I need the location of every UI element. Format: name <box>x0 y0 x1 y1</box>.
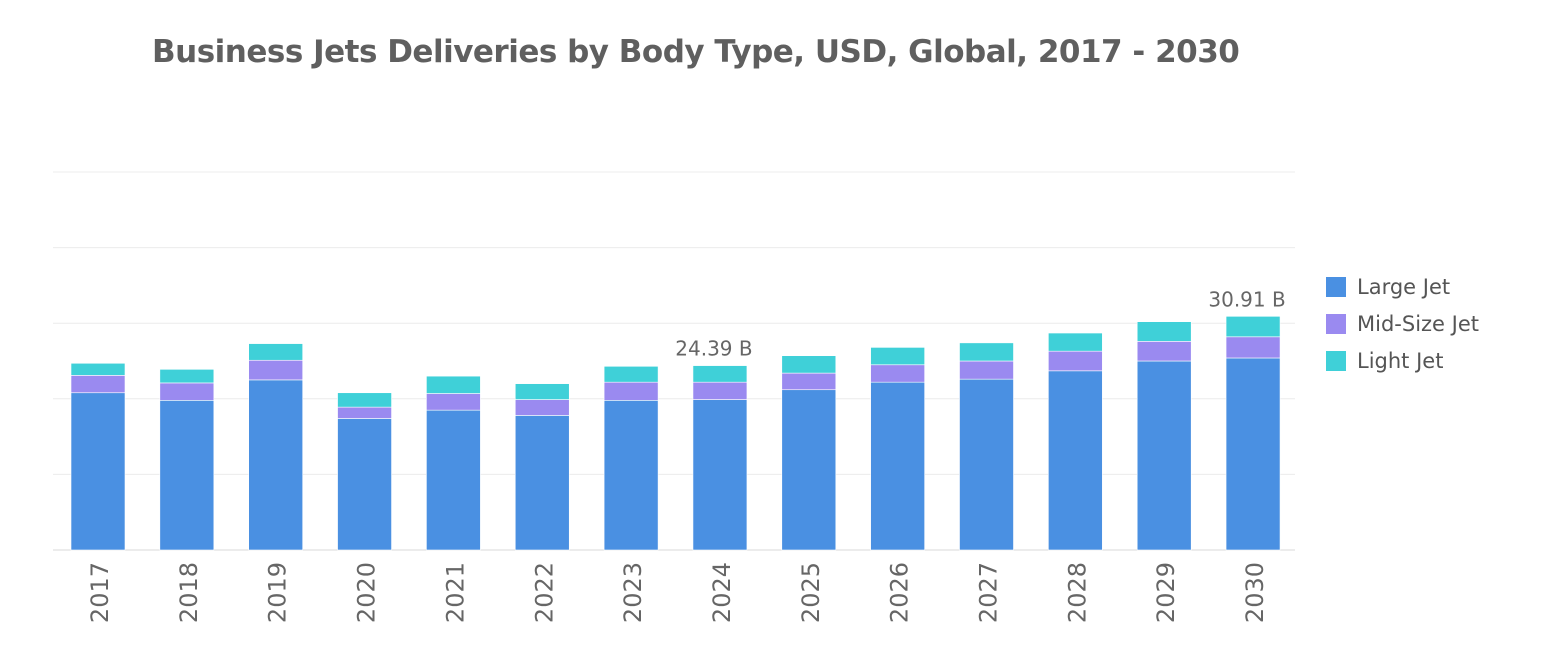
bar-light-jet-2017 <box>70 362 126 376</box>
bar-large-jet-2022 <box>514 415 570 551</box>
bar-light-jet-2023 <box>603 365 659 383</box>
x-tick-label: 2025 <box>797 562 825 623</box>
x-tick-label: 2023 <box>619 562 647 623</box>
bar-light-jet-2028 <box>1048 332 1103 352</box>
x-tick-label: 2026 <box>886 562 914 623</box>
bar-light-jet-2018 <box>159 369 215 384</box>
legend-label: Large Jet <box>1357 274 1451 299</box>
bar-large-jet-2026 <box>870 381 925 551</box>
bar-light-jet-2025 <box>781 355 837 374</box>
bar-mid-size-jet-2019 <box>248 359 303 381</box>
bar-light-jet-2024 <box>692 365 748 383</box>
legend-swatch <box>1326 350 1346 371</box>
bar-light-jet-2022 <box>514 383 570 400</box>
data-label: 30.91 B <box>1208 287 1285 311</box>
bar-mid-size-jet-2028 <box>1048 350 1103 372</box>
chart-title: Business Jets Deliveries by Body Type, U… <box>152 34 1240 70</box>
bar-light-jet-2027 <box>959 342 1014 362</box>
bars <box>70 316 1281 551</box>
bar-large-jet-2018 <box>159 400 215 551</box>
legend-label: Mid-Size Jet <box>1357 311 1479 336</box>
bar-mid-size-jet-2024 <box>692 381 748 400</box>
bar-light-jet-2026 <box>870 347 925 366</box>
x-tick-label: 2029 <box>1152 562 1180 623</box>
bar-large-jet-2017 <box>70 392 126 551</box>
bar-large-jet-2023 <box>603 400 659 551</box>
legend-item-light-jet[interactable]: Light Jet <box>1326 342 1479 379</box>
bar-large-jet-2024 <box>692 399 748 551</box>
x-tick-label: 2020 <box>353 562 381 623</box>
bar-mid-size-jet-2022 <box>514 399 570 416</box>
x-tick-label: 2019 <box>264 562 292 623</box>
legend-item-large-jet[interactable]: Large Jet <box>1326 268 1479 305</box>
legend: Large Jet Mid-Size Jet Light Jet <box>1326 268 1479 379</box>
bar-mid-size-jet-2023 <box>603 381 659 401</box>
bar-mid-size-jet-2017 <box>70 375 126 394</box>
bar-mid-size-jet-2027 <box>959 360 1014 380</box>
bar-large-jet-2029 <box>1136 360 1192 551</box>
data-labels: 24.39 B 30.91 B <box>675 287 1285 360</box>
x-tick-label: 2030 <box>1241 562 1269 623</box>
legend-swatch <box>1326 276 1346 297</box>
data-label: 24.39 B <box>675 337 752 361</box>
bar-light-jet-2019 <box>248 343 303 361</box>
bar-large-jet-2019 <box>248 379 303 551</box>
x-tick-label: 2027 <box>975 562 1003 623</box>
x-tick-label: 2022 <box>530 562 558 623</box>
bar-large-jet-2028 <box>1048 370 1103 551</box>
gridlines <box>53 171 1295 551</box>
bar-light-jet-2020 <box>337 392 392 408</box>
bar-large-jet-2021 <box>426 409 481 551</box>
legend-swatch <box>1326 313 1346 334</box>
legend-item-mid-size-jet[interactable]: Mid-Size Jet <box>1326 305 1479 342</box>
bar-large-jet-2020 <box>337 418 392 551</box>
x-tick-label: 2017 <box>86 562 114 623</box>
bar-mid-size-jet-2026 <box>870 364 925 383</box>
x-tick-label: 2018 <box>175 562 203 623</box>
bar-light-jet-2029 <box>1136 321 1192 342</box>
x-tick-label: 2021 <box>441 562 469 623</box>
bar-large-jet-2030 <box>1225 357 1281 551</box>
bar-large-jet-2025 <box>781 389 837 551</box>
legend-label: Light Jet <box>1357 348 1444 373</box>
bar-mid-size-jet-2030 <box>1225 336 1281 359</box>
bar-mid-size-jet-2029 <box>1136 341 1192 362</box>
bar-mid-size-jet-2021 <box>426 393 481 411</box>
bar-mid-size-jet-2025 <box>781 372 837 391</box>
x-tick-label: 2028 <box>1063 562 1091 623</box>
bar-light-jet-2021 <box>426 375 481 394</box>
x-tick-labels: 2017 2018 2019 2020 2021 2022 2023 2024 2025 2026… <box>86 562 1269 623</box>
bar-mid-size-jet-2020 <box>337 406 392 419</box>
bar-mid-size-jet-2018 <box>159 382 215 401</box>
bar-light-jet-2030 <box>1225 316 1281 338</box>
bar-large-jet-2027 <box>959 378 1014 551</box>
x-tick-label: 2024 <box>708 562 736 623</box>
